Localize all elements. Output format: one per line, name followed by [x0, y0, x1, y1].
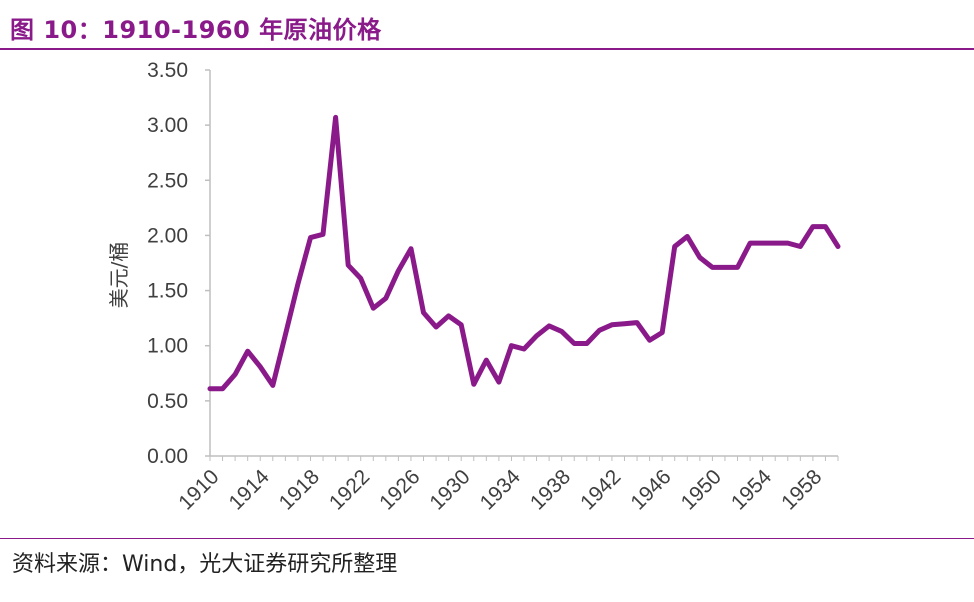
title-underline: [0, 48, 974, 50]
x-tick-label: 1958: [777, 465, 826, 514]
x-tick-labels: 1910 1914 1918 1922 1926 1930 1934 1938 1942 1946…: [174, 465, 826, 515]
footer-rule: [0, 538, 974, 539]
series-line-oil-price: [207, 114, 841, 392]
y-tick-label: 0.50: [147, 390, 188, 413]
y-tick-label: 1.00: [147, 335, 188, 358]
x-tick-label: 1926: [375, 465, 424, 514]
y-tick-label: 1.50: [147, 280, 188, 303]
x-tick-label: 1946: [626, 465, 675, 514]
x-tick-label: 1950: [677, 465, 726, 514]
y-axis-label: 美元/桶: [107, 242, 131, 309]
source-note: 资料来源：Wind，光大证券研究所整理: [12, 552, 398, 577]
x-tick-label: 1934: [476, 465, 526, 515]
x-tick-label: 1938: [526, 465, 575, 514]
y-tick-labels: 0.00 0.50 1.00 1.50 2.00 2.50 3.00 3.50: [147, 59, 188, 468]
x-tick-label: 1910: [174, 465, 223, 514]
x-tick-label: 1914: [224, 465, 274, 515]
y-tick-label: 3.00: [147, 114, 188, 137]
y-tick-label: 2.00: [147, 224, 188, 247]
x-tick-label: 1918: [275, 465, 324, 514]
x-tick-label: 1922: [325, 465, 374, 514]
y-tick-label: 3.50: [147, 59, 188, 82]
x-tick-label: 1954: [727, 465, 777, 515]
y-tick-label: 0.00: [147, 445, 188, 468]
y-tick-label: 2.50: [147, 169, 188, 192]
chart-title: 图 10：1910-1960 年原油价格: [10, 16, 382, 44]
series-group: [207, 114, 841, 392]
x-tick-label: 1942: [576, 465, 625, 514]
axes: [205, 69, 839, 461]
x-tick-label: 1930: [425, 465, 474, 514]
